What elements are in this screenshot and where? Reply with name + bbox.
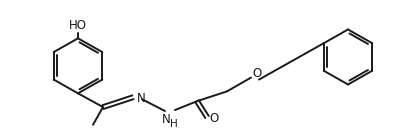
Text: O: O [209,112,218,125]
Text: HO: HO [69,19,87,32]
Text: O: O [251,67,261,80]
Text: N: N [137,92,146,105]
Text: N: N [162,113,170,126]
Text: H: H [170,119,177,129]
